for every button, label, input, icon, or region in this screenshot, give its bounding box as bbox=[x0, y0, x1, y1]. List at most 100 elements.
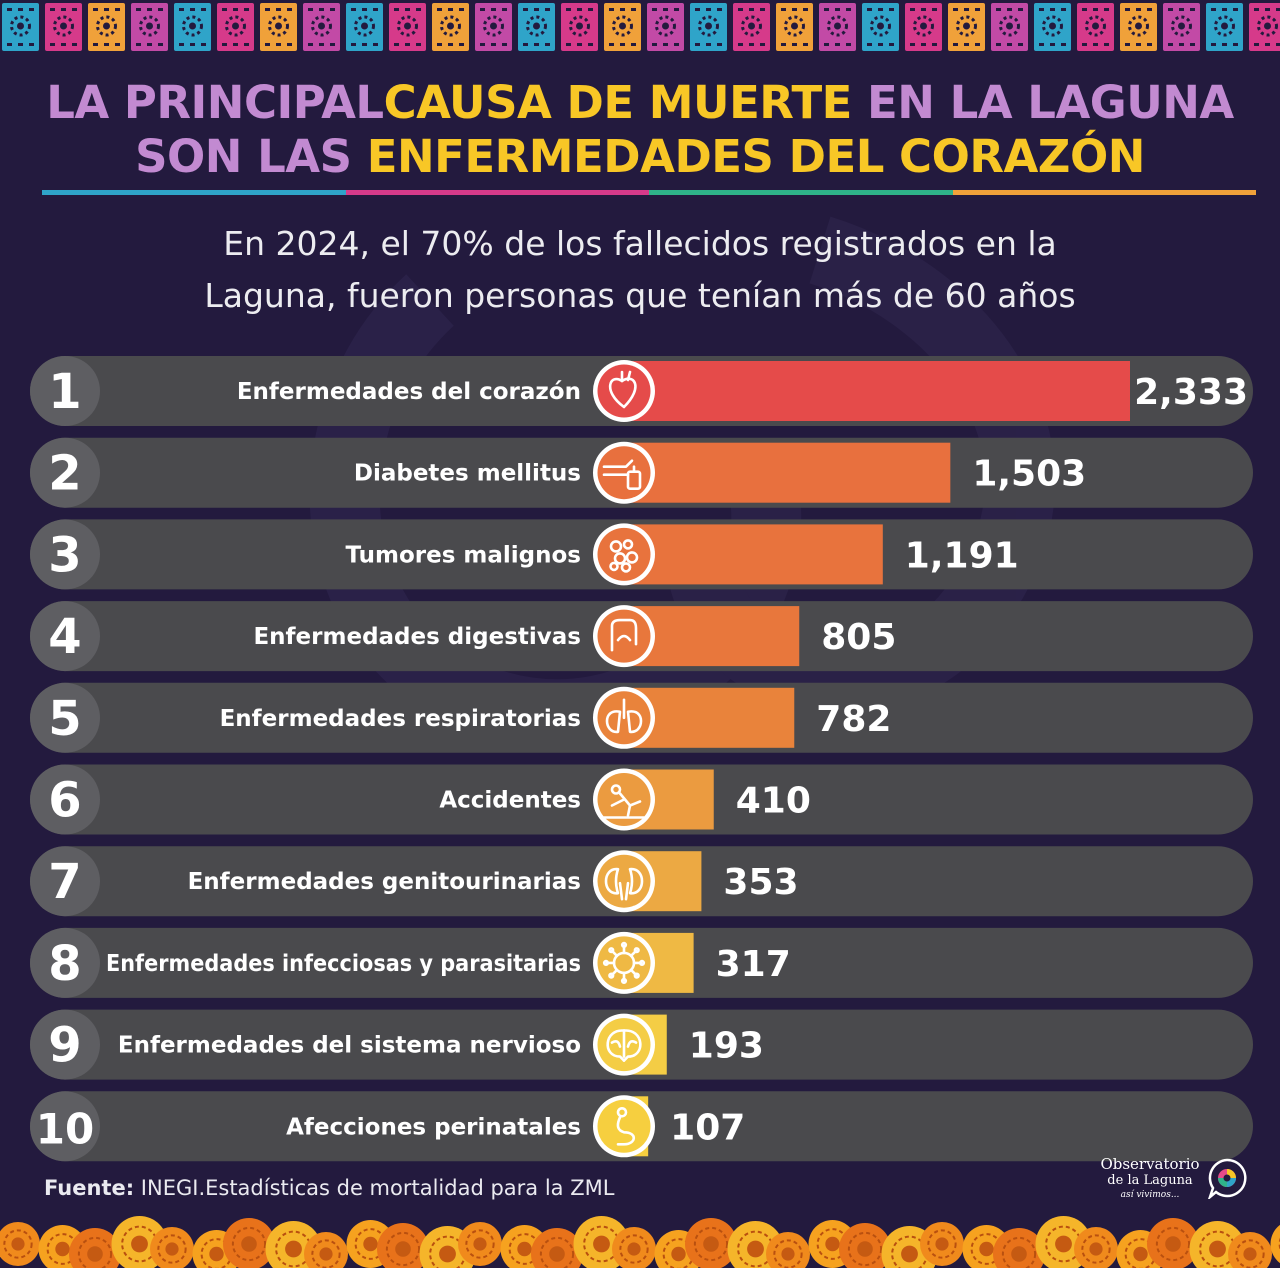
rank-circle bbox=[30, 682, 100, 753]
papel-picado-flag bbox=[647, 3, 684, 51]
logo-tagline: así vivimos... bbox=[1120, 1190, 1180, 1200]
value-label: 2,333 bbox=[1134, 372, 1248, 413]
category-label: Enfermedades genitourinarias bbox=[188, 869, 581, 895]
bar bbox=[625, 524, 883, 585]
source-text: INEGI.Estadísticas de mortalidad para la… bbox=[134, 1176, 615, 1200]
marigold-flower bbox=[993, 1228, 1045, 1268]
logo-line-2: de la Laguna bbox=[1107, 1173, 1193, 1188]
marigold-flower bbox=[458, 1222, 502, 1266]
title-highlight: ENFERMEDADES DEL CORAZÓN bbox=[366, 130, 1146, 183]
rank-number: 10 bbox=[36, 1104, 94, 1153]
papel-picado-flag bbox=[776, 3, 813, 51]
heart-icon bbox=[593, 360, 655, 422]
marigold-flower bbox=[0, 1222, 40, 1266]
papel-picado-flag bbox=[131, 3, 168, 51]
papel-picado-flag bbox=[690, 3, 727, 51]
marigold-flower bbox=[612, 1227, 656, 1268]
pregnancy-icon bbox=[593, 1095, 655, 1158]
rank-circle bbox=[30, 846, 100, 917]
papel-picado-flag bbox=[303, 3, 340, 51]
marigold-flower bbox=[531, 1228, 583, 1268]
marigold-flower bbox=[766, 1232, 810, 1268]
title-underline bbox=[42, 190, 1256, 195]
kidneys-icon bbox=[593, 850, 655, 913]
value-label: 193 bbox=[689, 1026, 764, 1067]
rank-circle bbox=[30, 927, 100, 998]
rank-circle bbox=[30, 1091, 100, 1162]
category-label: Tumores malignos bbox=[345, 542, 581, 568]
insulin-hand-icon bbox=[593, 441, 655, 504]
papel-picado-banner bbox=[2, 3, 1280, 51]
observatorio-logo: Observatorio de la Laguna así vivimos... bbox=[1090, 1155, 1260, 1211]
chart-row-2: 2 Diabetes mellitus 1,503 bbox=[30, 437, 1253, 508]
rank-circle bbox=[30, 519, 100, 590]
papel-picado-flag bbox=[1077, 3, 1114, 51]
marigold-flower bbox=[1147, 1218, 1199, 1268]
rank-circle bbox=[30, 601, 100, 672]
title-line-2: SON LAS ENFERMEDADES DEL CORAZÓN bbox=[0, 130, 1280, 184]
rank-number: 1 bbox=[48, 364, 81, 420]
papel-picado-flag bbox=[1163, 3, 1200, 51]
rank-number: 7 bbox=[48, 854, 81, 910]
chart-row-9: 9 Enfermedades del sistema nervioso 193 bbox=[30, 1009, 1253, 1080]
papel-picado-flag bbox=[862, 3, 899, 51]
rank-number: 2 bbox=[48, 446, 81, 502]
category-label: Accidentes bbox=[439, 788, 581, 814]
papel-picado-flag bbox=[1034, 3, 1071, 51]
value-label: 353 bbox=[723, 862, 798, 903]
rank-number: 9 bbox=[48, 1018, 81, 1074]
papel-picado-flag bbox=[604, 3, 641, 51]
rank-circle bbox=[30, 764, 100, 835]
category-label: Afecciones perinatales bbox=[286, 1114, 581, 1140]
title-line-1: LA PRINCIPALCAUSA DE MUERTE EN LA LAGUNA bbox=[0, 76, 1280, 130]
papel-picado-flag bbox=[905, 3, 942, 51]
brain-icon bbox=[593, 1013, 655, 1076]
papel-picado-flag bbox=[1206, 3, 1243, 51]
falling-person-icon bbox=[593, 768, 655, 831]
marigold-flower bbox=[1270, 1224, 1280, 1264]
category-label: Enfermedades digestivas bbox=[253, 624, 581, 650]
rank-circle bbox=[30, 437, 100, 508]
chart-row-1: 1 Enfermedades del corazón 2,333 bbox=[30, 356, 1253, 426]
subtitle-line-2: Laguna, fueron personas que tenían más d… bbox=[204, 276, 1076, 315]
papel-picado-flag bbox=[389, 3, 426, 51]
value-label: 782 bbox=[816, 699, 891, 740]
virus-icon bbox=[593, 931, 655, 994]
papel-picado-flag bbox=[88, 3, 125, 51]
rank-number: 4 bbox=[48, 609, 81, 665]
papel-picado-flag bbox=[174, 3, 211, 51]
value-label: 805 bbox=[821, 617, 896, 658]
title-part: LA PRINCIPAL bbox=[46, 76, 384, 129]
papel-picado-flag bbox=[1120, 3, 1157, 51]
title-part: SON LAS bbox=[135, 130, 352, 183]
papel-picado-flag bbox=[260, 3, 297, 51]
value-label: 317 bbox=[716, 944, 791, 985]
source-note: Fuente: INEGI.Estadísticas de mortalidad… bbox=[44, 1176, 614, 1200]
marigold-flower bbox=[1228, 1232, 1272, 1268]
papel-picado-flag bbox=[346, 3, 383, 51]
rank-circle bbox=[30, 1009, 100, 1080]
papel-picado-flag bbox=[561, 3, 598, 51]
papel-picado-flag bbox=[2, 3, 39, 51]
papel-picado-flag bbox=[733, 3, 770, 51]
chart-row-7: 7 Enfermedades genitourinarias 353 bbox=[30, 846, 1253, 917]
value-label: 410 bbox=[736, 781, 811, 822]
subtitle-line-1: En 2024, el 70% de los fallecidos regist… bbox=[223, 224, 1057, 263]
marigold-flower bbox=[69, 1228, 121, 1268]
category-label: Enfermedades respiratorias bbox=[220, 706, 581, 732]
rank-number: 3 bbox=[48, 527, 81, 583]
logo-text: Observatorio de la Laguna así vivimos... bbox=[1090, 1155, 1210, 1201]
underline-segment-4 bbox=[952, 190, 1256, 195]
marigold-flower bbox=[920, 1222, 964, 1266]
papel-picado-flag bbox=[1249, 3, 1280, 51]
rank-circle bbox=[30, 356, 100, 426]
underline-segment-3 bbox=[649, 190, 953, 195]
marigold-flowers-border bbox=[0, 1216, 1280, 1268]
tumor-cells-icon bbox=[593, 523, 655, 586]
category-label: Enfermedades del sistema nervioso bbox=[118, 1033, 581, 1059]
rank-number: 5 bbox=[48, 691, 81, 747]
chart-row-5: 5 Enfermedades respiratorias 782 bbox=[30, 682, 1253, 753]
marigold-flower bbox=[839, 1223, 891, 1268]
marigold-flower bbox=[223, 1218, 275, 1268]
